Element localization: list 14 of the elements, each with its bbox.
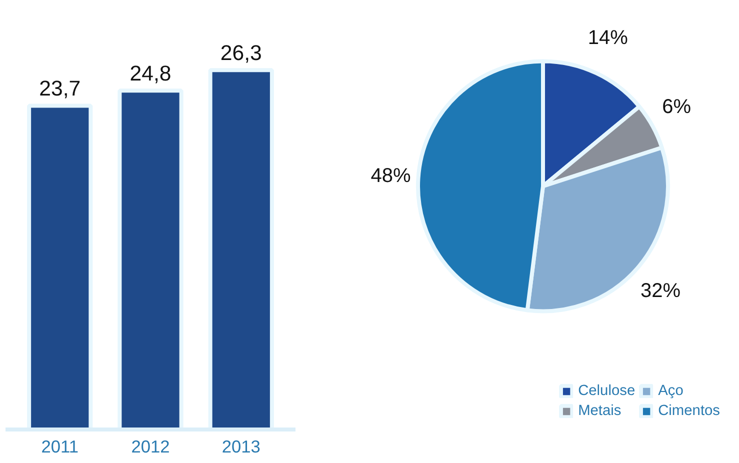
data-label: 32% [640, 280, 681, 302]
data-label: 14% [588, 26, 628, 49]
data-label: 23,7 [39, 76, 81, 101]
legend-label: Metais [578, 403, 622, 419]
x-tick-label: 2011 [41, 436, 79, 456]
x-tick-label: 2013 [222, 436, 260, 456]
data-label: 24,8 [130, 62, 172, 86]
legend-label: Aço [658, 383, 684, 399]
legend-label: Celulose [578, 383, 636, 399]
data-label: 6% [662, 96, 692, 118]
legend-label: Cimentos [658, 403, 720, 419]
data-label: 26,3 [220, 41, 262, 66]
x-tick-label: 2012 [131, 436, 170, 456]
data-label: 48% [370, 164, 412, 187]
